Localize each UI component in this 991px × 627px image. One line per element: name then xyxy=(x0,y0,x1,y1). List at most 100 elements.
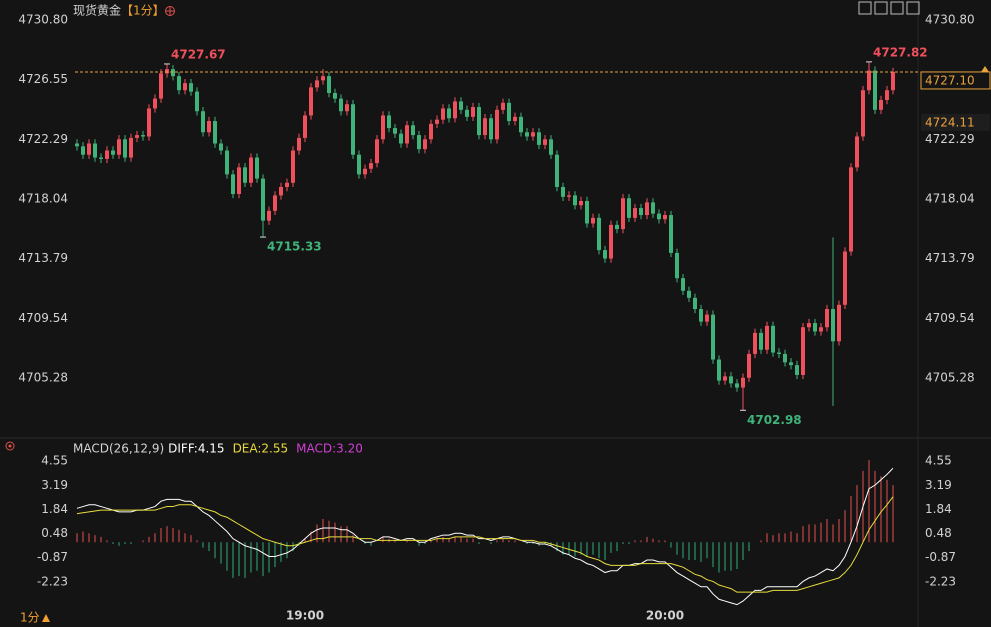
y-tick-label: 1.84 xyxy=(41,502,68,516)
settings-icon[interactable] xyxy=(5,441,15,451)
candle-body xyxy=(525,132,529,137)
candle-body xyxy=(735,383,739,388)
candle-body xyxy=(135,135,139,138)
candle-body xyxy=(369,163,373,169)
y-tick-label-right: 4718.04 xyxy=(925,192,975,206)
candle-body xyxy=(363,168,367,175)
candle-body xyxy=(339,98,343,112)
candle-body xyxy=(645,202,649,216)
candle-body xyxy=(609,224,613,259)
candle-body xyxy=(99,157,103,159)
candle-body xyxy=(729,376,733,384)
candle-body xyxy=(291,150,295,183)
candle-body xyxy=(357,154,361,175)
candle-body xyxy=(87,143,91,155)
candle-body xyxy=(387,115,391,129)
candle-body xyxy=(789,362,793,366)
x-tick-label: 20:00 xyxy=(646,609,684,623)
candle-body xyxy=(621,198,625,230)
candle-body xyxy=(669,215,673,253)
legend-entry: DIFF:4.15 xyxy=(168,442,224,456)
extreme-label: 4727.82 xyxy=(873,45,928,59)
candle-body xyxy=(693,297,697,310)
candle-body xyxy=(105,150,109,159)
candle-body xyxy=(663,215,667,220)
y-tick-label: 4718.04 xyxy=(18,192,68,206)
candle-body xyxy=(465,109,469,117)
candle-body xyxy=(81,146,85,155)
candle-body xyxy=(615,224,619,230)
candle-body xyxy=(255,157,259,179)
candle-body xyxy=(699,309,703,322)
y-tick-label-right: 4.55 xyxy=(925,454,952,468)
y-tick-label: 4722.29 xyxy=(18,132,68,146)
candle-body xyxy=(165,69,169,74)
candle-body xyxy=(297,137,301,151)
candle-body xyxy=(747,353,751,378)
candle-body xyxy=(249,157,253,183)
candle-body xyxy=(177,76,181,91)
y-tick-label: 0.48 xyxy=(41,526,68,540)
candle-body xyxy=(141,135,145,137)
candle-body xyxy=(483,118,487,136)
extreme-label: 4715.33 xyxy=(267,240,322,254)
y-tick-label-right: 4709.54 xyxy=(925,311,975,325)
add-icon[interactable] xyxy=(165,6,175,16)
y-tick-label-right: 4705.28 xyxy=(925,371,975,385)
candle-body xyxy=(171,69,175,77)
extreme-label: 4727.67 xyxy=(171,47,226,61)
y-tick-label: 4709.54 xyxy=(18,311,68,325)
candle-body xyxy=(441,108,445,120)
candle-body xyxy=(327,76,331,94)
candle-body xyxy=(303,115,307,138)
candle-body xyxy=(381,115,385,140)
candle-body xyxy=(573,195,577,206)
candle-body xyxy=(597,217,601,251)
candle-body xyxy=(285,182,289,187)
period-footer: 1分 xyxy=(20,611,40,625)
candle-body xyxy=(639,208,643,216)
y-tick-label: 4713.79 xyxy=(18,251,68,265)
macd-line xyxy=(76,467,894,606)
candle-body xyxy=(315,80,319,88)
candle-body xyxy=(585,201,589,224)
toolbar[interactable] xyxy=(858,1,920,15)
y-tick-label-right: 4722.29 xyxy=(925,132,975,146)
candle-body xyxy=(687,290,691,298)
ref-price-box xyxy=(921,113,990,131)
candle-body xyxy=(885,90,889,101)
candle-body xyxy=(129,137,133,158)
y-tick-label-right: -2.23 xyxy=(925,574,956,588)
candle-body xyxy=(603,250,607,259)
candle-body xyxy=(507,102,511,122)
macd-title: MACD(26,12,9) xyxy=(73,442,164,456)
candle-body xyxy=(753,332,757,354)
candle-body xyxy=(561,186,565,197)
candle-body xyxy=(813,323,817,332)
candle-body xyxy=(243,167,247,183)
candle-body xyxy=(93,143,97,158)
candle-body xyxy=(831,309,835,342)
legend-entry: MACD:3.20 xyxy=(296,442,363,456)
candle-body xyxy=(819,327,823,332)
period-arrow[interactable] xyxy=(42,614,50,622)
candle-body xyxy=(567,195,571,197)
legend-entry: DEA:2.55 xyxy=(233,442,289,456)
candle-body xyxy=(399,133,403,144)
candle-body xyxy=(309,87,313,116)
candle-body xyxy=(231,174,235,195)
candle-body xyxy=(513,116,517,122)
candle-body xyxy=(261,178,265,221)
candle-body xyxy=(705,314,709,322)
x-tick-label: 19:00 xyxy=(286,609,324,623)
candle-body xyxy=(429,123,433,140)
candle-body xyxy=(627,198,631,218)
candle-body xyxy=(759,332,763,350)
candle-body xyxy=(405,125,409,144)
candle-body xyxy=(477,107,481,136)
candle-body xyxy=(183,83,187,91)
candle-body xyxy=(873,70,877,110)
candle-body xyxy=(807,323,811,328)
last-price-arrow xyxy=(981,65,989,72)
